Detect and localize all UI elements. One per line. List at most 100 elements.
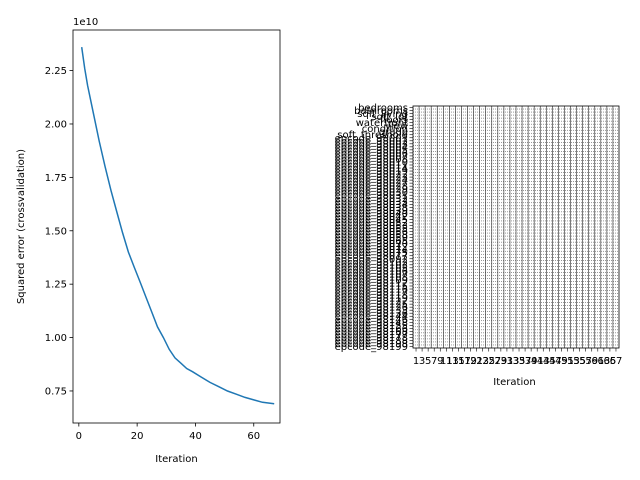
- y-tick-label: epcode_98125: [335, 300, 408, 311]
- y-tick-label: epcode_98003: [335, 139, 408, 150]
- y-tick-label: epcode_98058: [335, 230, 408, 241]
- right-x-axis-label: Iteration: [493, 377, 535, 388]
- y-tick-label: epcode_98107: [335, 269, 408, 280]
- x-tick-label: 49: [555, 356, 568, 367]
- series-line: [80, 46, 275, 405]
- y-tick-label: 2.00: [45, 119, 67, 130]
- y-tick-label: epcode_98117: [335, 288, 408, 299]
- y-tick-label: epcode_98155: [335, 321, 408, 332]
- y-tick-label: epcode_98115: [335, 281, 408, 292]
- y-tick-label: epcode_98103: [335, 260, 408, 271]
- y-tick-label: epcode_98008: [335, 154, 408, 165]
- y-tick-label: epcode_98045: [335, 215, 408, 226]
- heatmap-grid: [413, 106, 619, 348]
- left-line-chart: 1e10 0.75 1.00 1.25 1.50 1.75 2.00 2.25 0 20 40 6…: [16, 17, 281, 465]
- y-tick-label: grade: [379, 127, 408, 138]
- y-tick-label: 0.75: [45, 386, 67, 397]
- y-tick-label: epcode_98126: [335, 303, 408, 314]
- y-tick-label: epcode_98136: [335, 309, 408, 320]
- x-tick-label: 41: [531, 356, 544, 367]
- left-x-ticks: 0 20 40 60: [76, 423, 260, 442]
- y-tick-label: epcode_98040: [335, 209, 408, 220]
- y-tick-label: epcode_98034: [335, 200, 408, 211]
- left-y-axis-label: Squared error (crossvalidation): [16, 149, 27, 304]
- y-tick-label: epcode_98122: [335, 297, 408, 308]
- x-tick-label: 23: [476, 356, 489, 367]
- x-tick-label: 59: [585, 356, 598, 367]
- y-tick-label: 1.50: [45, 226, 67, 237]
- y-tick-label: epcode_98177: [335, 330, 408, 341]
- y-tick-label: epcode_98039: [335, 206, 408, 217]
- y-tick-label: sqft_living: [357, 109, 408, 120]
- x-tick-label: 13: [446, 356, 459, 367]
- y-tick-label: epcode_98168: [335, 327, 408, 338]
- y-tick-label: epcode_98074: [335, 245, 408, 256]
- y-tick-label: epcode_98188: [335, 336, 408, 347]
- y-tick-label: epcode_98105: [335, 263, 408, 274]
- x-tick-label: 11: [440, 356, 453, 367]
- right-x-ticks: 1 3 5 7 911131517192123252729313335373941434…: [413, 348, 622, 367]
- x-tick-label: 45: [543, 356, 556, 367]
- y-tick-label: epcode_98106: [335, 266, 408, 277]
- y-tick-label: epcode_98005: [335, 145, 408, 156]
- y-tick-label: view: [385, 121, 408, 132]
- y-tick-label: epcode_98032: [335, 194, 408, 205]
- y-tick-label: floors: [380, 115, 408, 126]
- y-offset-label: 1e10: [73, 17, 98, 28]
- x-tick-label: 15: [452, 356, 465, 367]
- y-tick-label: epcode_98092: [335, 254, 408, 265]
- y-tick-label: epcode_98144: [335, 312, 408, 323]
- y-tick-label: epcode_98001: [335, 133, 408, 144]
- left-x-axis-label: Iteration: [155, 454, 197, 465]
- x-tick-label: 19: [464, 356, 477, 367]
- x-tick-label: 43: [537, 356, 550, 367]
- x-tick-label: 20: [131, 431, 144, 442]
- x-tick-label: 5: [425, 356, 431, 367]
- y-tick-label: epcode_98116: [335, 285, 408, 296]
- x-tick-label: 17: [458, 356, 471, 367]
- x-tick-label: 35: [513, 356, 526, 367]
- y-tick-label: epcode_98056: [335, 227, 408, 238]
- x-tick-label: 3: [419, 356, 425, 367]
- y-tick-label: 1.00: [45, 333, 67, 344]
- x-tick-label: 53: [567, 356, 580, 367]
- x-tick-label: 9: [437, 356, 443, 367]
- x-tick-label: 39: [525, 356, 538, 367]
- x-tick-label: 65: [604, 356, 617, 367]
- x-tick-label: 33: [507, 356, 520, 367]
- right-axes-frame: [412, 105, 620, 349]
- y-tick-label: epcode_98027: [335, 179, 408, 190]
- y-tick-label: epcode_98148: [335, 318, 408, 329]
- y-tick-label: epcode_98007: [335, 151, 408, 162]
- x-tick-label: 7: [431, 356, 437, 367]
- x-tick-label: 47: [549, 356, 562, 367]
- y-tick-label: epcode_98070: [335, 239, 408, 250]
- y-tick-label: epcode_98011: [335, 160, 408, 171]
- y-tick-label: epcode_98038: [335, 203, 408, 214]
- y-tick-label: epcode_98002: [335, 136, 408, 147]
- y-tick-label: epcode_98031: [335, 191, 408, 202]
- y-tick-label: epcode_98053: [335, 221, 408, 232]
- y-tick-label: sqft_lot: [371, 112, 408, 123]
- y-tick-label: epcode_98075: [335, 248, 408, 259]
- y-tick-label: 2.25: [45, 66, 67, 77]
- x-tick-label: 29: [494, 356, 507, 367]
- left-axes-frame: [72, 29, 281, 424]
- x-tick-label: 25: [482, 356, 495, 367]
- x-tick-label: 40: [189, 431, 202, 442]
- y-tick-label: epcode_98108: [335, 272, 408, 283]
- y-tick-label: epcode_98146: [335, 315, 408, 326]
- x-tick-label: 37: [519, 356, 532, 367]
- x-tick-label: 63: [597, 356, 610, 367]
- x-tick-label: 27: [488, 356, 501, 367]
- y-tick-label: condition: [362, 124, 408, 135]
- y-tick-label: epcode_98199: [335, 342, 408, 353]
- y-tick-label: epcode_98033: [335, 197, 408, 208]
- y-tick-label: epcode_98072: [335, 242, 408, 253]
- y-tick-label: epcode_98042: [335, 212, 408, 223]
- y-tick-label: epcode_98004: [335, 142, 408, 153]
- y-tick-label: epcode_98023: [335, 173, 408, 184]
- y-tick-label: epcode_98010: [335, 157, 408, 168]
- y-tick-label: epcode_98059: [335, 233, 408, 244]
- y-tick-label: epcode_98166: [335, 324, 408, 335]
